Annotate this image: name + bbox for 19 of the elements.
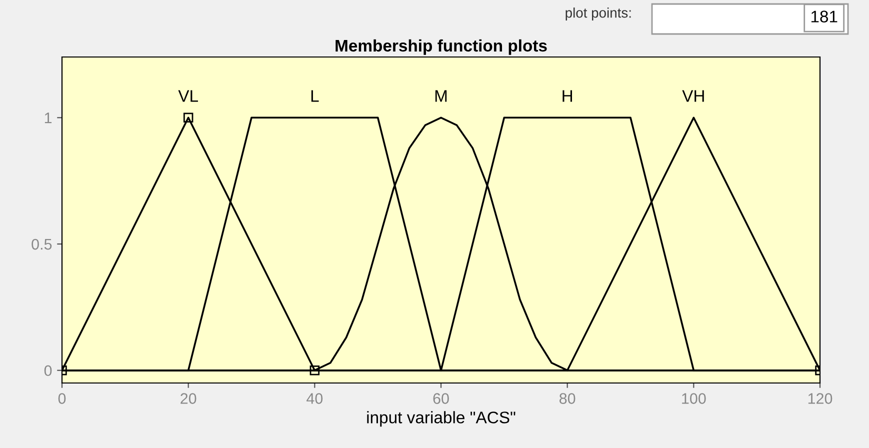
annotation: VH (682, 90, 704, 102)
chart-title: Membership function plots (336, 39, 547, 55)
x-tick-label: 80 (560, 393, 576, 404)
annotation: L (311, 90, 319, 102)
x-tick-label: 60 (433, 393, 449, 404)
x-tick-label: 0 (58, 393, 66, 404)
annotation: VL (178, 90, 198, 102)
annotation: M (435, 90, 447, 102)
y-tick-label: 1 (44, 112, 52, 124)
x-tick-label: 20 (180, 393, 196, 404)
x-tick-label: 120 (808, 393, 832, 404)
y-tick-label: 0.5 (32, 238, 52, 250)
x-tick-label: 40 (306, 393, 323, 404)
text: plot points: (566, 8, 631, 20)
annotation: H (562, 90, 572, 102)
y-tick-label: 0 (44, 365, 52, 376)
text: 181 (811, 10, 838, 22)
x-tick-label: 100 (682, 393, 706, 404)
x-axis-title: input variable "ACS" (367, 411, 516, 427)
